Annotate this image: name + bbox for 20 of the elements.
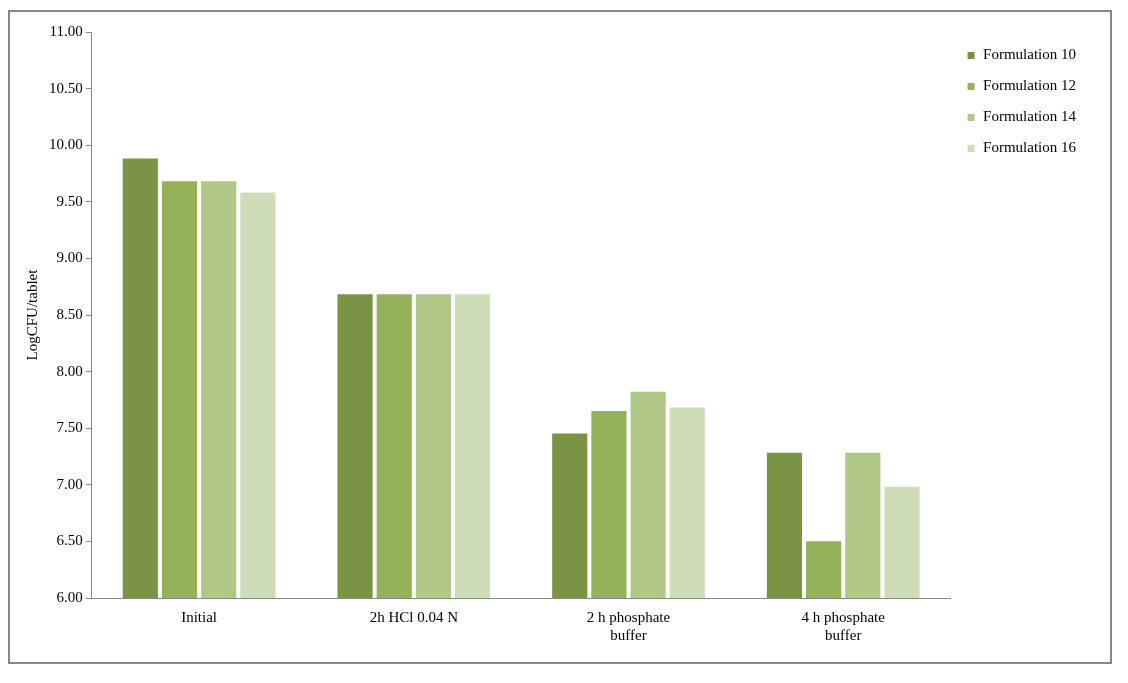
x-tick-label: 2h HCl 0.04 N [369, 608, 459, 625]
legend-label: Formulation 14 [983, 108, 1077, 125]
legend-label: Formulation 16 [983, 139, 1077, 156]
x-tick-label: Initial [181, 608, 218, 625]
y-tick-label: 9.50 [56, 192, 83, 209]
y-tick-label: 8.00 [56, 362, 83, 379]
x-tick-label: 2 h phosphate buffer [586, 608, 671, 643]
legend-label: Formulation 12 [983, 77, 1077, 94]
y-tick-label: 7.50 [56, 419, 83, 436]
legend-label: Formulation 10 [983, 46, 1077, 63]
y-tick-label: 10.50 [49, 79, 83, 96]
x-tick-label: 4 h phosphate buffer [801, 608, 886, 643]
y-tick-label: 8.50 [56, 305, 83, 322]
y-tick-label: 11.00 [49, 22, 83, 39]
y-tick-label: 7.00 [56, 475, 83, 492]
y-tick-label: 6.50 [56, 532, 83, 549]
y-tick-label: 9.00 [56, 249, 83, 266]
y-axis-title: LogCFU/tablet [23, 268, 40, 361]
y-tick-label: 10.00 [49, 136, 83, 153]
y-tick-label: 6.00 [56, 588, 83, 605]
